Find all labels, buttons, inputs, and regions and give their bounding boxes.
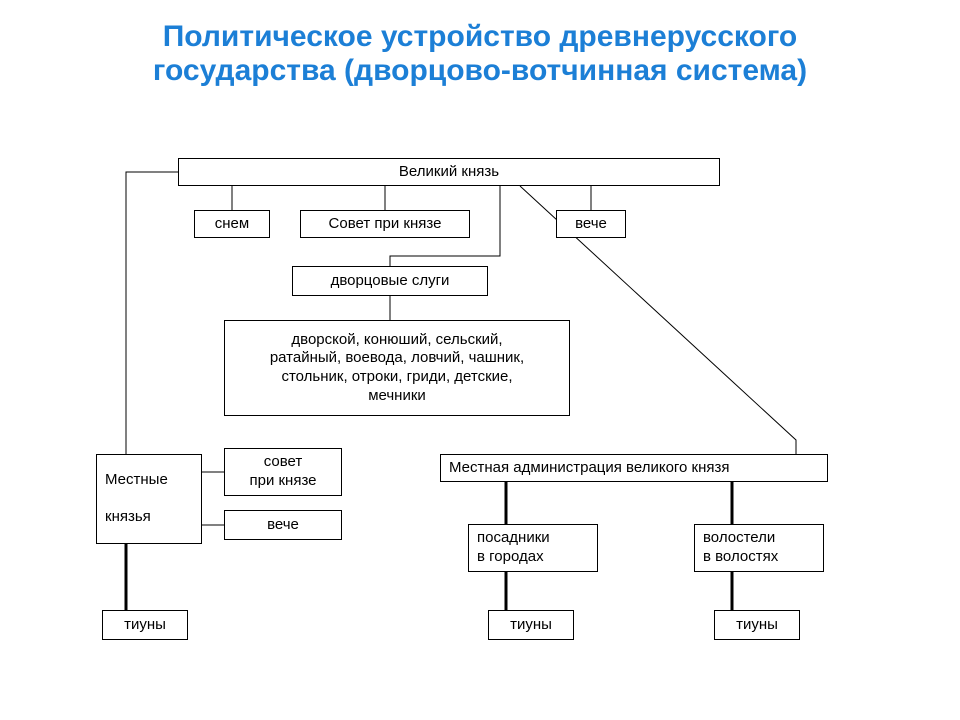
node-tiuny_right: тиуны [714,610,800,640]
node-palace_servants: дворцовые слуги [292,266,488,296]
node-local_veche: вече [224,510,342,540]
page-title: Политическое устройство древнерусского г… [0,20,960,88]
node-volosteli: волостели в волостях [694,524,824,572]
edge-grand_prince-to-local_princes [126,172,178,454]
node-local_admin: Местная администрация великого князя [440,454,828,482]
node-local_council: совет при князе [224,448,342,496]
node-grand_prince: Великий князь [178,158,720,186]
node-tiuny_center: тиуны [488,610,574,640]
node-servants_list: дворской, конюший, сельский, ратайный, в… [224,320,570,416]
node-posadniki: посадники в городах [468,524,598,572]
node-local_princes: Местные князья [96,454,202,544]
node-veche: вече [556,210,626,238]
node-snem: снем [194,210,270,238]
node-council_prince: Совет при князе [300,210,470,238]
node-tiuny_left: тиуны [102,610,188,640]
